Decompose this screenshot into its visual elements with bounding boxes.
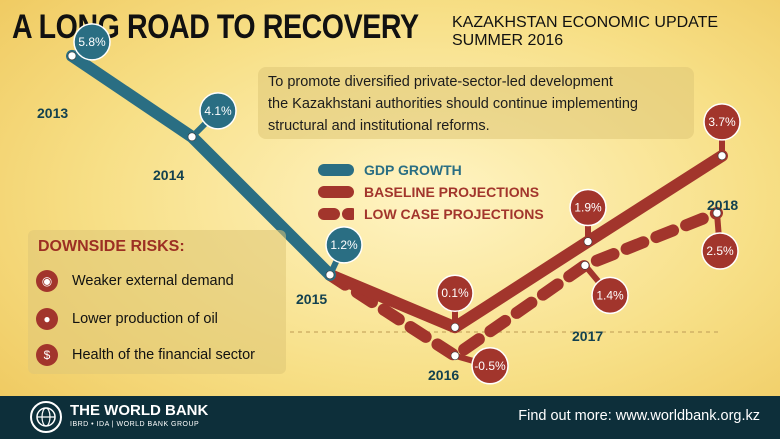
label-bubble <box>436 274 474 312</box>
risk-label: Lower production of oil <box>72 311 218 327</box>
legend-label-lowcase: LOW CASE PROJECTIONS <box>364 206 544 222</box>
report-subtitle: KAZAKHSTAN ECONOMIC UPDATE SUMMER 2016 <box>452 14 718 50</box>
label-bubble <box>325 226 363 264</box>
risk-item: $ Health of the financial sector <box>36 344 255 366</box>
year-label: 2017 <box>572 328 603 344</box>
growth-chart: 5.8% 4.1% 1.2% 0.1% 1.9% 3.7% -0.5% 1.4% 2.5% 201… <box>37 23 741 385</box>
globe-icon: ◉ <box>36 270 58 292</box>
point-baseline <box>583 237 593 246</box>
report-name: KAZAKHSTAN ECONOMIC UPDATE <box>452 14 719 31</box>
point-gdp <box>325 270 335 280</box>
briefcase-dollar-icon: $ <box>36 344 58 366</box>
point-lowcase <box>450 351 460 361</box>
point-gdp <box>187 132 197 142</box>
series-line-baseline <box>324 149 728 334</box>
legend-label-baseline: BASELINE PROJECTIONS <box>364 184 540 200</box>
year-label: 2014 <box>153 167 184 183</box>
note-line: To promote diversified private-sector-le… <box>268 74 613 90</box>
report-season: SUMMER 2016 <box>452 32 564 49</box>
legend-item-baseline: BASELINE PROJECTIONS <box>318 182 539 202</box>
legend-item-lowcase: LOW CASE PROJECTIONS <box>318 204 544 224</box>
footer-bar: THE WORLD BANK IBRD • IDA | WORLD BANK G… <box>0 396 780 439</box>
data-label-gdp: 1.2% <box>330 238 358 252</box>
data-label-gdp: 5.8% <box>78 35 106 49</box>
label-bubble <box>569 188 607 227</box>
year-label: 2013 <box>37 105 68 121</box>
downside-risks-panel: DOWNSIDE RISKS: ◉ Weaker external demand… <box>28 230 286 374</box>
legend-swatch-baseline <box>318 186 354 198</box>
policy-note: To promote diversified private-sector-le… <box>258 67 694 139</box>
note-line: structural and institutional reforms. <box>268 118 490 134</box>
find-out-more-link[interactable]: Find out more: www.worldbank.org.kz <box>518 408 760 424</box>
label-bubble <box>471 347 509 385</box>
legend-swatch-gdp <box>318 164 354 176</box>
risk-label: Weaker external demand <box>72 273 234 289</box>
data-label-lowcase: 2.5% <box>706 244 734 258</box>
label-bubble <box>199 92 237 130</box>
label-bubble <box>701 232 739 270</box>
legend-swatch-lowcase <box>318 208 354 220</box>
year-label: 2018 <box>707 197 738 213</box>
legend-label-gdp: GDP GROWTH <box>364 162 462 178</box>
data-label-lowcase: -0.5% <box>474 359 506 373</box>
world-bank-logo <box>30 401 62 433</box>
point-gdp <box>67 51 77 61</box>
data-label-baseline: 3.7% <box>708 115 736 129</box>
data-label-gdp: 4.1% <box>204 104 232 118</box>
org-subtitle: IBRD • IDA | WORLD BANK GROUP <box>70 421 200 428</box>
org-name: THE WORLD BANK <box>70 402 209 419</box>
risk-label: Health of the financial sector <box>72 347 255 363</box>
label-bubble <box>73 23 111 61</box>
oil-drop-icon: ● <box>36 308 58 330</box>
year-label: 2016 <box>428 367 459 383</box>
legend-item-gdp: GDP GROWTH <box>318 160 462 180</box>
point-baseline <box>450 322 460 332</box>
point-baseline <box>717 151 727 161</box>
label-bubble <box>591 276 629 315</box>
data-label-baseline: 0.1% <box>441 286 469 300</box>
point-lowcase <box>712 208 722 218</box>
risk-item: ● Lower production of oil <box>36 308 218 330</box>
data-label-lowcase: 1.4% <box>596 288 624 302</box>
point-lowcase <box>580 261 590 270</box>
label-bubble <box>703 103 741 141</box>
risk-item: ◉ Weaker external demand <box>36 270 234 292</box>
data-label-baseline: 1.9% <box>574 201 602 215</box>
note-line: the Kazakhstani authorities should conti… <box>268 96 638 112</box>
risks-title: DOWNSIDE RISKS: <box>38 238 185 255</box>
year-label: 2015 <box>296 291 327 307</box>
series-line-lowcase <box>324 207 723 362</box>
